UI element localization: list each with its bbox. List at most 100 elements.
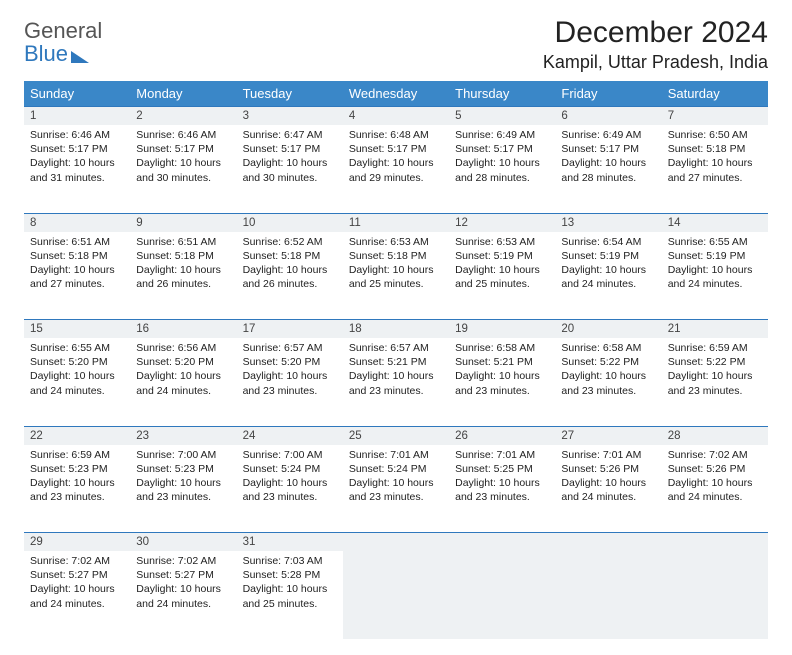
day-number-cell: 24 <box>237 426 343 445</box>
daynum-row: 15161718192021 <box>24 320 768 339</box>
day-number-cell: 21 <box>662 320 768 339</box>
day-number-cell: 12 <box>449 213 555 232</box>
sunset-text: Sunset: 5:17 PM <box>455 142 549 156</box>
daylight-text: Daylight: 10 hours and 27 minutes. <box>668 156 762 184</box>
day-body-cell: Sunrise: 6:48 AMSunset: 5:17 PMDaylight:… <box>343 125 449 213</box>
day-body-cell: Sunrise: 6:53 AMSunset: 5:18 PMDaylight:… <box>343 232 449 320</box>
logo-triangle-icon <box>71 51 89 63</box>
day-details: Sunrise: 6:51 AMSunset: 5:18 PMDaylight:… <box>24 232 130 298</box>
day-number-cell: 15 <box>24 320 130 339</box>
sunrise-text: Sunrise: 7:01 AM <box>349 448 443 462</box>
day-details: Sunrise: 6:59 AMSunset: 5:23 PMDaylight:… <box>24 445 130 511</box>
day-details: Sunrise: 7:02 AMSunset: 5:27 PMDaylight:… <box>24 551 130 617</box>
day-body-cell: Sunrise: 7:00 AMSunset: 5:24 PMDaylight:… <box>237 445 343 533</box>
day-body-cell: Sunrise: 6:59 AMSunset: 5:23 PMDaylight:… <box>24 445 130 533</box>
day-number-cell <box>449 533 555 552</box>
sunrise-text: Sunrise: 6:57 AM <box>349 341 443 355</box>
sunset-text: Sunset: 5:17 PM <box>349 142 443 156</box>
day-number-cell: 27 <box>555 426 661 445</box>
sunset-text: Sunset: 5:19 PM <box>455 249 549 263</box>
weekday-header: Tuesday <box>237 81 343 107</box>
day-body-cell: Sunrise: 6:53 AMSunset: 5:19 PMDaylight:… <box>449 232 555 320</box>
calendar-table: SundayMondayTuesdayWednesdayThursdayFrid… <box>24 81 768 639</box>
day-details: Sunrise: 6:56 AMSunset: 5:20 PMDaylight:… <box>130 338 236 404</box>
sunset-text: Sunset: 5:18 PM <box>243 249 337 263</box>
day-details: Sunrise: 6:53 AMSunset: 5:19 PMDaylight:… <box>449 232 555 298</box>
day-body-row: Sunrise: 6:55 AMSunset: 5:20 PMDaylight:… <box>24 338 768 426</box>
day-number-cell: 10 <box>237 213 343 232</box>
day-body-cell: Sunrise: 6:51 AMSunset: 5:18 PMDaylight:… <box>130 232 236 320</box>
day-number-cell: 1 <box>24 107 130 126</box>
sunset-text: Sunset: 5:19 PM <box>668 249 762 263</box>
sunrise-text: Sunrise: 6:51 AM <box>30 235 124 249</box>
day-number-cell: 3 <box>237 107 343 126</box>
daylight-text: Daylight: 10 hours and 24 minutes. <box>561 263 655 291</box>
sunset-text: Sunset: 5:28 PM <box>243 568 337 582</box>
sunset-text: Sunset: 5:21 PM <box>455 355 549 369</box>
sunrise-text: Sunrise: 7:03 AM <box>243 554 337 568</box>
header: General Blue December 2024 Kampil, Uttar… <box>24 16 768 73</box>
day-body-cell: Sunrise: 6:54 AMSunset: 5:19 PMDaylight:… <box>555 232 661 320</box>
day-details: Sunrise: 7:02 AMSunset: 5:27 PMDaylight:… <box>130 551 236 617</box>
sunset-text: Sunset: 5:18 PM <box>668 142 762 156</box>
month-title: December 2024 <box>543 16 768 50</box>
sunrise-text: Sunrise: 7:02 AM <box>668 448 762 462</box>
day-number-cell <box>343 533 449 552</box>
daylight-text: Daylight: 10 hours and 23 minutes. <box>30 476 124 504</box>
sunset-text: Sunset: 5:17 PM <box>136 142 230 156</box>
daylight-text: Daylight: 10 hours and 23 minutes. <box>136 476 230 504</box>
sunrise-text: Sunrise: 6:46 AM <box>136 128 230 142</box>
daylight-text: Daylight: 10 hours and 24 minutes. <box>668 263 762 291</box>
daynum-row: 22232425262728 <box>24 426 768 445</box>
sunrise-text: Sunrise: 6:59 AM <box>30 448 124 462</box>
daylight-text: Daylight: 10 hours and 30 minutes. <box>136 156 230 184</box>
day-number-cell: 26 <box>449 426 555 445</box>
daylight-text: Daylight: 10 hours and 24 minutes. <box>30 582 124 610</box>
sunset-text: Sunset: 5:27 PM <box>136 568 230 582</box>
sunset-text: Sunset: 5:17 PM <box>243 142 337 156</box>
day-number-cell: 25 <box>343 426 449 445</box>
daylight-text: Daylight: 10 hours and 24 minutes. <box>136 369 230 397</box>
day-details: Sunrise: 6:52 AMSunset: 5:18 PMDaylight:… <box>237 232 343 298</box>
daylight-text: Daylight: 10 hours and 23 minutes. <box>455 476 549 504</box>
sunrise-text: Sunrise: 7:02 AM <box>30 554 124 568</box>
sunset-text: Sunset: 5:20 PM <box>136 355 230 369</box>
location-text: Kampil, Uttar Pradesh, India <box>543 52 768 73</box>
sunset-text: Sunset: 5:27 PM <box>30 568 124 582</box>
day-details: Sunrise: 6:57 AMSunset: 5:20 PMDaylight:… <box>237 338 343 404</box>
sunset-text: Sunset: 5:24 PM <box>349 462 443 476</box>
sunrise-text: Sunrise: 6:54 AM <box>561 235 655 249</box>
day-details: Sunrise: 7:03 AMSunset: 5:28 PMDaylight:… <box>237 551 343 617</box>
day-number-cell: 31 <box>237 533 343 552</box>
sunset-text: Sunset: 5:25 PM <box>455 462 549 476</box>
daylight-text: Daylight: 10 hours and 26 minutes. <box>136 263 230 291</box>
daynum-row: 1234567 <box>24 107 768 126</box>
daylight-text: Daylight: 10 hours and 24 minutes. <box>668 476 762 504</box>
day-body-cell <box>662 551 768 639</box>
day-details: Sunrise: 6:55 AMSunset: 5:20 PMDaylight:… <box>24 338 130 404</box>
daylight-text: Daylight: 10 hours and 23 minutes. <box>349 476 443 504</box>
sunset-text: Sunset: 5:20 PM <box>30 355 124 369</box>
day-number-cell: 18 <box>343 320 449 339</box>
day-number-cell: 5 <box>449 107 555 126</box>
day-body-cell: Sunrise: 6:55 AMSunset: 5:19 PMDaylight:… <box>662 232 768 320</box>
sunset-text: Sunset: 5:26 PM <box>668 462 762 476</box>
sunset-text: Sunset: 5:18 PM <box>30 249 124 263</box>
sunrise-text: Sunrise: 6:46 AM <box>30 128 124 142</box>
calendar-page: General Blue December 2024 Kampil, Uttar… <box>0 0 792 655</box>
day-number-cell: 17 <box>237 320 343 339</box>
sunrise-text: Sunrise: 7:00 AM <box>136 448 230 462</box>
day-body-cell: Sunrise: 6:55 AMSunset: 5:20 PMDaylight:… <box>24 338 130 426</box>
sunset-text: Sunset: 5:23 PM <box>136 462 230 476</box>
logo-word-blue: Blue <box>24 43 68 65</box>
sunset-text: Sunset: 5:18 PM <box>349 249 443 263</box>
day-details: Sunrise: 7:01 AMSunset: 5:24 PMDaylight:… <box>343 445 449 511</box>
day-details: Sunrise: 6:50 AMSunset: 5:18 PMDaylight:… <box>662 125 768 191</box>
day-body-row: Sunrise: 7:02 AMSunset: 5:27 PMDaylight:… <box>24 551 768 639</box>
day-number-cell: 11 <box>343 213 449 232</box>
day-number-cell: 6 <box>555 107 661 126</box>
day-body-row: Sunrise: 6:51 AMSunset: 5:18 PMDaylight:… <box>24 232 768 320</box>
daylight-text: Daylight: 10 hours and 28 minutes. <box>455 156 549 184</box>
day-number-cell <box>555 533 661 552</box>
day-details: Sunrise: 6:59 AMSunset: 5:22 PMDaylight:… <box>662 338 768 404</box>
